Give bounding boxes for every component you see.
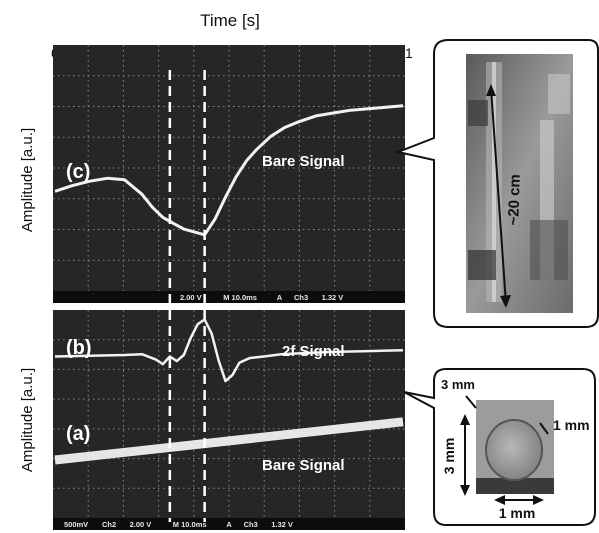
c-status-4: 1.32 V xyxy=(322,293,344,302)
series-label-2f-signal: 2f Signal xyxy=(282,343,345,360)
photo-callout: ~20 cm xyxy=(394,39,599,328)
label-a: (a) xyxy=(66,423,90,445)
dim-right-label: 1 mm xyxy=(553,417,590,433)
setup-photo-details xyxy=(468,62,570,302)
ab-status-0: 500mV xyxy=(64,520,88,529)
ab-status-6: 1.32 V xyxy=(271,520,293,529)
length-label: ~20 cm xyxy=(505,174,524,226)
status-text-c: 2.00 V M 10.0ms A Ch3 1.32 V xyxy=(180,293,343,302)
dim-bottom-arrow-right xyxy=(533,495,544,505)
arrowhead-down xyxy=(500,295,511,308)
ab-status-1: Ch2 xyxy=(102,520,116,529)
length-arrow xyxy=(490,87,507,305)
series-label-bare-signal-c: Bare Signal xyxy=(262,153,345,170)
series-line-bare-signal-a xyxy=(54,417,404,465)
label-b: (b) xyxy=(66,337,92,359)
panel-c: 2.00 V M 10.0ms A Ch3 1.32 V (c) Bare Signal xyxy=(53,45,405,303)
dim-bottom-arrow-left xyxy=(494,495,505,505)
grid-ab xyxy=(53,310,405,518)
c-status-3: Ch3 xyxy=(294,293,308,302)
c-status-0: 2.00 V xyxy=(180,293,202,302)
dim-left-label: 3 mm xyxy=(441,438,457,475)
series-line-bare-signal-c xyxy=(54,104,404,237)
sample-circle xyxy=(485,419,543,481)
series-line-2f-signal xyxy=(54,318,404,383)
status-text-ab: 500mV Ch2 2.00 V M 10.0ms A Ch3 1.32 V xyxy=(64,520,293,529)
ab-status-2: 2.00 V xyxy=(130,520,152,529)
arrowhead-up xyxy=(486,84,496,96)
dim-left-arrow-up xyxy=(460,414,470,425)
y-axis-title-bottom: Amplitude [a.u.] xyxy=(19,368,36,472)
dim-left-arrow-down xyxy=(460,485,470,496)
dim-bottom-label: 1 mm xyxy=(499,505,536,521)
dim-right-arrow xyxy=(539,422,549,435)
status-bar-c xyxy=(53,291,405,303)
dashed-marker-lines xyxy=(168,70,206,522)
label-c: (c) xyxy=(66,161,90,183)
sample-callout: 3 mm 1 mm 3 mm 1 mm xyxy=(403,368,596,526)
x-axis-title: Time [s] xyxy=(200,11,260,30)
ab-status-3: M 10.0ms xyxy=(173,520,207,529)
grid-c xyxy=(53,45,405,291)
panel-ab: 500mV Ch2 2.00 V M 10.0ms A Ch3 1.32 V (b) 2f … xyxy=(53,310,405,530)
dim-top-label: 3 mm xyxy=(441,377,475,392)
status-bar-ab xyxy=(53,518,405,530)
sample-base xyxy=(476,478,554,494)
y-axis-title-top: Amplitude [a.u.] xyxy=(19,128,36,232)
series-label-bare-signal-a: Bare Signal xyxy=(262,457,345,474)
dim-top-arrow xyxy=(465,395,477,409)
c-status-2: A xyxy=(277,293,283,302)
ab-status-5: Ch3 xyxy=(244,520,258,529)
c-status-1: M 10.0ms xyxy=(223,293,257,302)
ab-status-4: A xyxy=(226,520,232,529)
